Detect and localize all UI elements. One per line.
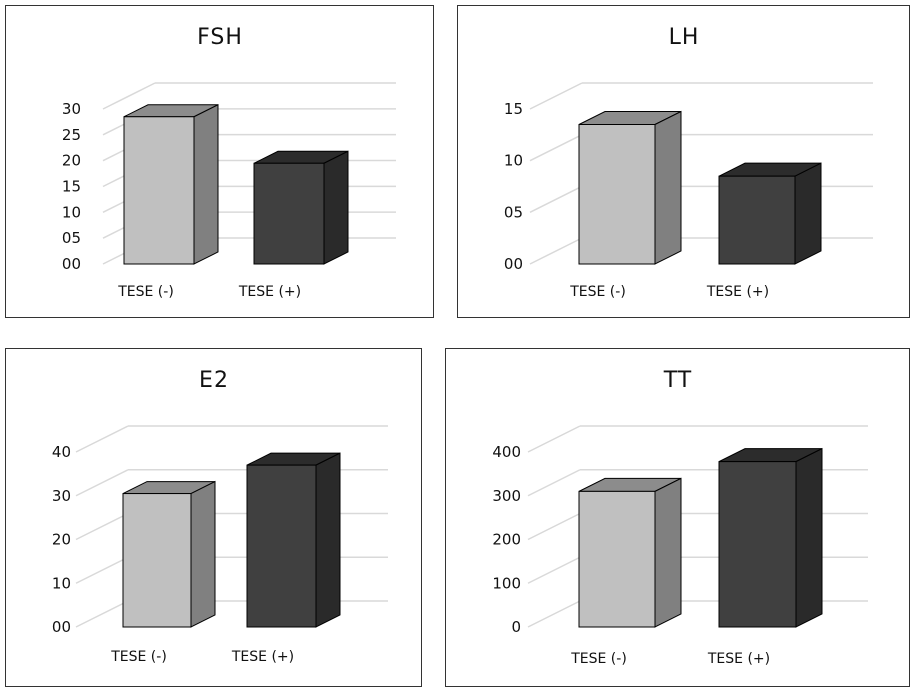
bar-side-face — [190, 480, 216, 628]
y-tick-label: 40 — [52, 443, 71, 461]
y-tick-label: 20 — [62, 152, 81, 170]
grid-diagonal — [527, 425, 581, 453]
chart-panel-lh: LH 00 05 10 15 TESE (-) TESE (+) — [457, 5, 910, 318]
bar-front-face — [718, 461, 797, 628]
bar-side-face — [794, 162, 822, 265]
category-label: TESE (+) — [238, 284, 301, 300]
grid-diagonal — [529, 185, 583, 214]
grid-diagonal — [75, 600, 129, 628]
chart-lh: LH 00 05 10 15 TESE (-) TESE (+) — [504, 25, 873, 300]
bar-front-face — [122, 493, 192, 628]
y-tick-label: 05 — [62, 229, 81, 247]
chart-panel-e2: E2 00 10 20 30 40 TESE (-) TESE (+) — [5, 348, 422, 687]
bar-side-face — [315, 452, 341, 628]
grid-diagonal — [529, 133, 583, 162]
y-tick-label: 0 — [511, 618, 521, 636]
y-tick-label: 10 — [504, 152, 523, 170]
category-label: TESE (+) — [231, 649, 294, 665]
bar-front-face — [578, 124, 656, 265]
bar-front-face — [578, 490, 656, 628]
bar-side-face — [654, 110, 682, 265]
chart-title-e2: E2 — [199, 368, 229, 393]
y-tick-label: 100 — [492, 574, 521, 592]
y-tick-label: 25 — [62, 126, 81, 144]
y-tick-label: 00 — [62, 255, 81, 273]
grid-diagonal — [527, 512, 581, 541]
bar-e2-tese-neg — [122, 480, 216, 628]
category-label: TESE (-) — [569, 284, 626, 300]
grid-diagonal — [527, 469, 581, 497]
y-tick-label: 00 — [504, 255, 523, 273]
category-label: TESE (-) — [570, 651, 627, 667]
bar-fsh-tese-pos — [253, 150, 349, 265]
grid-diagonal — [527, 556, 581, 584]
chart-tt: TT 0 100 200 300 400 TESE (-) TESE (+) — [492, 368, 868, 667]
y-tick-label: 30 — [52, 487, 71, 505]
chart-panel-tt: TT 0 100 200 300 400 TESE (-) TESE (+) — [445, 348, 910, 687]
bar-side-face — [323, 150, 349, 265]
bar-side-face — [795, 447, 823, 628]
grid-diagonal — [527, 600, 581, 628]
grid-diagonal — [75, 512, 129, 541]
y-tick-label: 20 — [52, 531, 71, 549]
y-tick-label: 15 — [62, 178, 81, 196]
chart-title-tt: TT — [663, 368, 693, 393]
y-tick-label: 400 — [492, 443, 521, 461]
chart-title-fsh: FSH — [197, 25, 243, 50]
y-tick-label: 30 — [62, 100, 81, 118]
category-label: TESE (+) — [706, 284, 769, 300]
bar-tt-tese-pos — [718, 447, 823, 628]
bar-tt-tese-neg — [578, 477, 682, 628]
y-tick-label: 15 — [504, 100, 523, 118]
grid-diagonal — [529, 237, 583, 265]
chart-e2: E2 00 10 20 30 40 TESE (-) TESE (+) — [52, 368, 388, 665]
y-tick-label: 200 — [492, 531, 521, 549]
y-tick-label: 05 — [504, 203, 523, 221]
grid-diagonal — [75, 556, 129, 584]
bar-front-face — [718, 175, 796, 265]
bar-lh-tese-neg — [578, 110, 682, 265]
bar-front-face — [123, 116, 195, 265]
bar-e2-tese-pos — [246, 452, 341, 628]
bar-front-face — [246, 464, 317, 628]
grid-diagonal — [529, 82, 583, 110]
bar-side-face — [193, 103, 219, 265]
grid-diagonal — [75, 469, 129, 497]
y-tick-label: 300 — [492, 487, 521, 505]
chart-fsh: FSH 00 05 10 15 20 25 30 TESE (-) TESE (+) — [62, 25, 396, 300]
bar-front-face — [253, 162, 325, 265]
category-label: TESE (-) — [117, 284, 174, 300]
y-tick-label: 10 — [62, 203, 81, 221]
chart-title-lh: LH — [669, 25, 700, 50]
y-tick-label: 00 — [52, 618, 71, 636]
bar-lh-tese-pos — [718, 162, 822, 265]
category-label: TESE (-) — [110, 649, 167, 665]
bar-fsh-tese-neg — [123, 103, 219, 265]
grid-diagonal — [102, 82, 156, 110]
chart-panel-fsh: FSH 00 05 10 15 20 25 30 TESE (-) TESE (+) — [5, 5, 434, 318]
grid-diagonal — [75, 425, 129, 453]
bar-side-face — [654, 477, 682, 628]
y-tick-label: 10 — [52, 574, 71, 592]
category-label: TESE (+) — [707, 651, 770, 667]
